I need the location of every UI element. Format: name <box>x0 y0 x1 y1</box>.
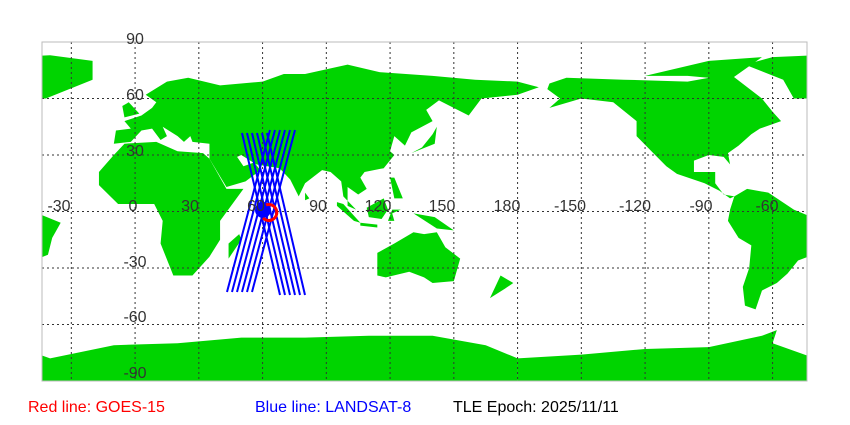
landsat-track-line <box>226 129 271 293</box>
landsat-track-line <box>231 129 276 293</box>
lat-label: -30 <box>123 254 147 271</box>
land-arctic_ca <box>645 57 762 80</box>
land-java <box>360 222 378 228</box>
lon-label: 180 <box>493 198 521 215</box>
land-madagascar <box>228 234 242 259</box>
legend-landsat-8: Blue line: LANDSAT-8 <box>255 399 412 416</box>
land-antarctica <box>517 330 807 381</box>
lon-label: -60 <box>755 198 779 215</box>
land-africa <box>98 141 244 276</box>
lon-label: 30 <box>181 198 199 215</box>
land-philippines <box>390 177 403 199</box>
tle-epoch: TLE Epoch: 2025/11/11 <box>453 399 619 416</box>
landsat-track-line <box>251 129 296 293</box>
landmasses <box>0 55 807 381</box>
graticule <box>42 42 807 381</box>
landsat-track-line <box>266 132 306 296</box>
land-japan <box>411 126 437 154</box>
land-greenland <box>42 55 93 99</box>
lon-label: 60 <box>247 198 265 215</box>
lon-label: -30 <box>47 198 71 215</box>
land-australia <box>377 232 461 284</box>
lat-label: -90 <box>123 365 147 382</box>
land-sumatra <box>336 202 361 223</box>
land-samerica <box>42 215 61 258</box>
land-samerica <box>727 188 807 310</box>
land-namerica <box>0 74 16 198</box>
lon-label: -120 <box>618 198 652 215</box>
land-greenland <box>744 55 807 99</box>
lat-label: 90 <box>126 31 144 48</box>
legend-goes-15: Red line: GOES-15 <box>28 399 165 416</box>
lon-label: -90 <box>689 198 713 215</box>
map-frame <box>41 41 808 382</box>
land-borneo <box>366 198 388 220</box>
lon-label: 0 <box>128 198 138 215</box>
lon-label: 150 <box>428 198 456 215</box>
land-newguinea <box>413 213 454 231</box>
lon-label: 120 <box>364 198 392 215</box>
landsat-track-line <box>251 132 291 296</box>
land-nz <box>489 275 514 299</box>
lon-label: -150 <box>553 198 587 215</box>
land-antarctica <box>42 335 518 381</box>
landsat-track-line <box>261 132 301 296</box>
land-srilanka <box>305 192 310 201</box>
land-namerica <box>547 74 782 199</box>
goes-15-position-marker <box>261 203 279 222</box>
land-sulawesi <box>387 209 401 221</box>
lon-label: 90 <box>309 198 327 215</box>
lat-label: 30 <box>126 143 144 160</box>
lat-label: -60 <box>123 309 147 326</box>
lat-label: 60 <box>126 87 144 104</box>
